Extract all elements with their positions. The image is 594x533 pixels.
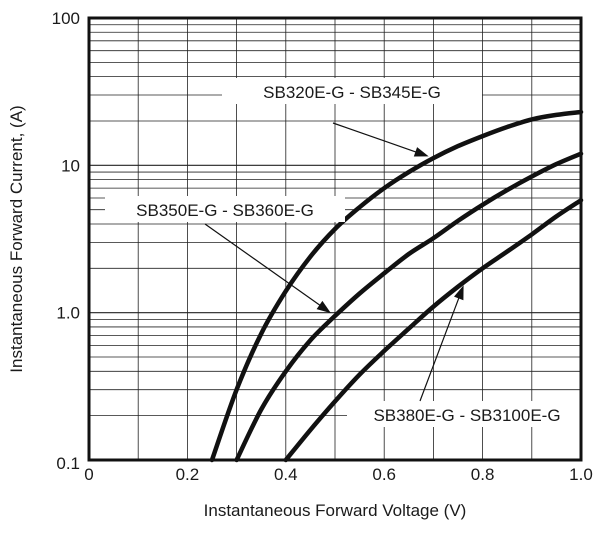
annotation-arrowhead bbox=[316, 300, 331, 314]
y-tick-label: 0.1 bbox=[56, 454, 80, 473]
annotation-label-background bbox=[105, 196, 345, 222]
series-line-sb380e-g-sb3100e-g bbox=[283, 197, 584, 463]
plot-frame bbox=[87, 16, 583, 462]
annotation-leader-line bbox=[419, 294, 461, 402]
series-line-sb350e-g-sb360e-g bbox=[234, 151, 584, 463]
annotation-arrowhead bbox=[454, 285, 464, 301]
y-tick-label: 1.0 bbox=[56, 304, 80, 323]
x-tick-label: 0 bbox=[84, 465, 93, 484]
y-axis-label: Instantaneous Forward Current, (A) bbox=[7, 105, 26, 372]
x-tick-label: 0.2 bbox=[176, 465, 200, 484]
series-layer bbox=[209, 109, 584, 463]
annotation-leader-line bbox=[332, 122, 420, 154]
series-annotation-sb320e-g-sb345e-g: SB320E-G - SB345E-G bbox=[263, 83, 441, 102]
tick-label-layer: 0 0.2 0.4 0.6 0.8 1.0 0.1 1.0 10 100 bbox=[52, 9, 593, 484]
annotation-label-background bbox=[222, 78, 482, 104]
annotation-arrowhead bbox=[413, 147, 429, 157]
x-tick-label: 1.0 bbox=[569, 465, 593, 484]
series-line-sb320e-g-sb345e-g bbox=[209, 109, 584, 463]
x-tick-label: 0.4 bbox=[274, 465, 298, 484]
x-tick-label: 0.6 bbox=[372, 465, 396, 484]
series-annotation-sb350e-g-sb360e-g: SB350E-G - SB360E-G bbox=[136, 201, 314, 220]
series-annotation-sb380e-g-sb3100e-g: SB380E-G - SB3100E-G bbox=[373, 406, 560, 425]
x-tick-label: 0.8 bbox=[471, 465, 495, 484]
x-axis-label: Instantaneous Forward Voltage (V) bbox=[204, 501, 467, 520]
y-tick-label: 10 bbox=[61, 156, 80, 175]
annotation-leader-line bbox=[204, 223, 324, 308]
annotation-label-background bbox=[347, 401, 587, 427]
annotation-layer: SB320E-G - SB345E-G SB350E-G - SB360E-G SB… bbox=[105, 78, 587, 427]
y-tick-label: 100 bbox=[52, 9, 80, 28]
